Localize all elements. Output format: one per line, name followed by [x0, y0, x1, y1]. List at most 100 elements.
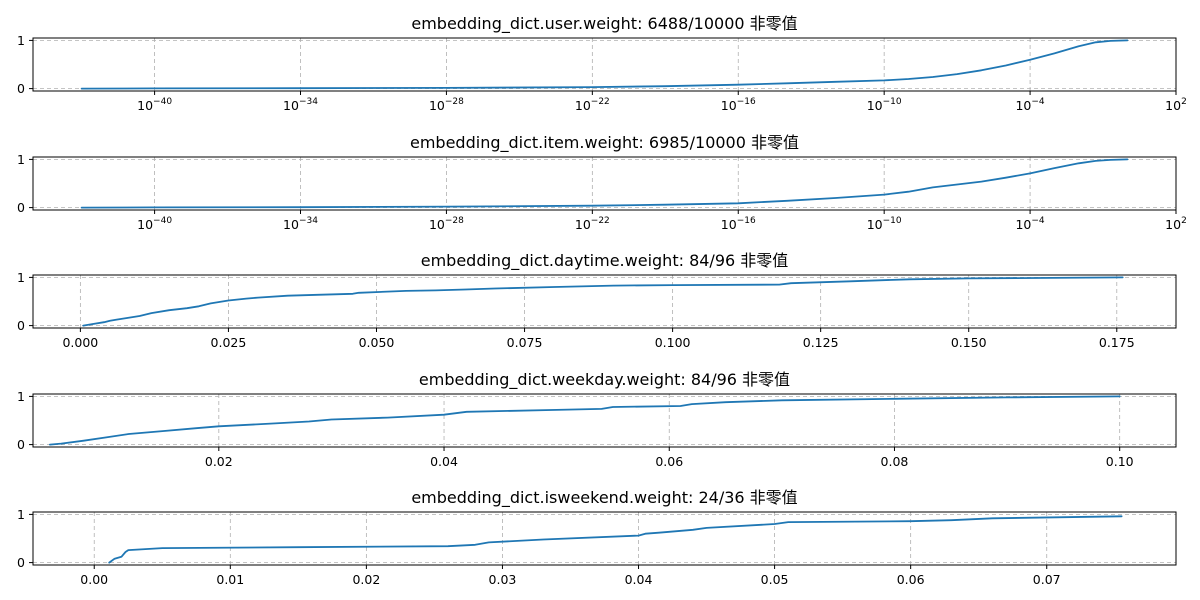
- y-tick-label: 1: [17, 33, 25, 48]
- y-tick-label: 0: [17, 318, 25, 333]
- x-tick-exponent: 2: [1181, 216, 1187, 226]
- x-tick-label: 0.07: [1033, 572, 1061, 587]
- x-tick-label: 0.150: [951, 335, 987, 350]
- x-tick-label: 0.04: [625, 572, 653, 587]
- subplot-4: embedding_dict.weekday.weight: 84/96 非零值…: [17, 370, 1177, 469]
- x-tick-exponent: −40: [153, 97, 172, 107]
- x-tick-label: 10−34: [283, 97, 318, 113]
- series-line: [80, 158, 1129, 209]
- x-tick-label: 0.100: [655, 335, 691, 350]
- subplot-title: embedding_dict.weekday.weight: 84/96 非零值: [419, 370, 790, 390]
- series-line: [49, 395, 1121, 446]
- x-tick-label: 0.025: [211, 335, 247, 350]
- x-tick-base: 10: [575, 98, 591, 113]
- x-tick-exponent: −16: [737, 97, 756, 107]
- y-tick-label: 1: [17, 152, 25, 167]
- y-tick-label: 1: [17, 270, 25, 285]
- x-tick-label: 10−22: [575, 216, 610, 232]
- subplot-title: embedding_dict.user.weight: 6488/10000 非…: [411, 14, 797, 34]
- x-tick-base: 10: [867, 217, 883, 232]
- x-tick-label: 10−40: [137, 97, 172, 113]
- y-tick-label: 0: [17, 555, 25, 570]
- x-tick-base: 10: [575, 217, 591, 232]
- x-tick-label: 0.000: [62, 335, 98, 350]
- x-tick-exponent: −40: [153, 216, 172, 226]
- plot-frame: [32, 393, 1177, 448]
- x-tick-label: 0.10: [1106, 454, 1134, 469]
- x-tick-label: 0.05: [761, 572, 789, 587]
- x-tick-label: 0.050: [359, 335, 395, 350]
- subplot-2: embedding_dict.item.weight: 6985/10000 非…: [17, 133, 1187, 232]
- x-tick-label: 0.00: [80, 572, 108, 587]
- subplot-title: embedding_dict.item.weight: 6985/10000 非…: [410, 133, 799, 153]
- x-tick-base: 10: [1015, 98, 1031, 113]
- x-tick-label: 10−10: [867, 97, 902, 113]
- x-tick-label: 10−34: [283, 216, 318, 232]
- series-line: [82, 276, 1124, 327]
- subplot-title: embedding_dict.daytime.weight: 84/96 非零值: [421, 251, 789, 271]
- x-tick-base: 10: [137, 217, 153, 232]
- x-tick-base: 10: [1165, 98, 1181, 113]
- subplot-5: embedding_dict.isweekend.weight: 24/36 非…: [17, 488, 1177, 587]
- y-tick-label: 1: [17, 507, 25, 522]
- x-tick-exponent: −28: [445, 97, 464, 107]
- x-tick-label: 10−4: [1015, 216, 1044, 232]
- x-tick-base: 10: [867, 98, 883, 113]
- x-tick-exponent: −22: [591, 216, 610, 226]
- x-tick-base: 10: [1165, 217, 1181, 232]
- x-tick-label: 0.03: [489, 572, 517, 587]
- x-tick-label: 0.125: [803, 335, 839, 350]
- x-tick-label: 0.01: [216, 572, 244, 587]
- x-tick-label: 102: [1165, 216, 1187, 232]
- x-tick-label: 0.04: [430, 454, 458, 469]
- x-tick-base: 10: [429, 217, 445, 232]
- x-tick-exponent: −16: [737, 216, 756, 226]
- subplot-title: embedding_dict.isweekend.weight: 24/36 非…: [411, 488, 797, 508]
- x-tick-exponent: −34: [299, 97, 318, 107]
- x-tick-base: 10: [429, 98, 445, 113]
- x-tick-exponent: −10: [883, 216, 902, 226]
- x-tick-label: 10−16: [721, 216, 756, 232]
- x-tick-label: 10−40: [137, 216, 172, 232]
- x-tick-base: 10: [283, 217, 299, 232]
- x-tick-label: 10−10: [867, 216, 902, 232]
- x-tick-label: 102: [1165, 97, 1187, 113]
- x-tick-base: 10: [1015, 217, 1031, 232]
- plot-frame: [32, 37, 1177, 92]
- x-tick-label: 10−28: [429, 97, 464, 113]
- x-tick-label: 0.175: [1099, 335, 1135, 350]
- x-tick-exponent: −28: [445, 216, 464, 226]
- plot-frame: [32, 511, 1177, 566]
- series-line: [80, 39, 1129, 90]
- subplot-1: embedding_dict.user.weight: 6488/10000 非…: [17, 14, 1187, 113]
- subplot-3: embedding_dict.daytime.weight: 84/96 非零值…: [17, 251, 1177, 350]
- x-tick-base: 10: [283, 98, 299, 113]
- plot-frame: [32, 156, 1177, 211]
- x-tick-base: 10: [721, 217, 737, 232]
- x-tick-label: 0.06: [897, 572, 925, 587]
- x-tick-label: 10−4: [1015, 97, 1044, 113]
- x-tick-exponent: −10: [883, 97, 902, 107]
- x-tick-label: 10−22: [575, 97, 610, 113]
- x-tick-base: 10: [137, 98, 153, 113]
- x-tick-label: 0.02: [352, 572, 380, 587]
- x-tick-label: 0.075: [507, 335, 543, 350]
- x-tick-exponent: −4: [1031, 97, 1045, 107]
- plot-frame: [32, 274, 1177, 329]
- x-tick-exponent: −34: [299, 216, 318, 226]
- x-tick-label: 0.06: [655, 454, 683, 469]
- x-tick-label: 0.08: [881, 454, 909, 469]
- y-tick-label: 0: [17, 437, 25, 452]
- x-tick-exponent: −4: [1031, 216, 1045, 226]
- x-tick-base: 10: [721, 98, 737, 113]
- series-line: [108, 515, 1123, 564]
- x-tick-label: 10−16: [721, 97, 756, 113]
- x-tick-label: 0.02: [205, 454, 233, 469]
- x-tick-label: 10−28: [429, 216, 464, 232]
- y-tick-label: 1: [17, 389, 25, 404]
- y-tick-label: 0: [17, 81, 25, 96]
- x-tick-exponent: −22: [591, 97, 610, 107]
- x-tick-exponent: 2: [1181, 97, 1187, 107]
- y-tick-label: 0: [17, 200, 25, 215]
